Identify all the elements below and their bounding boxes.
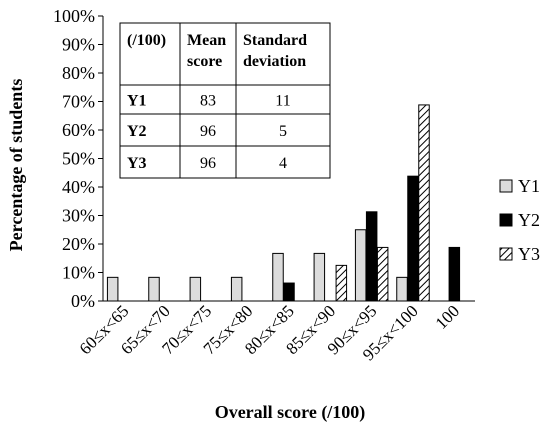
bar-y2-8 [448, 246, 461, 302]
bar-y1-3 [230, 276, 243, 302]
table-row-label: Y3 [127, 155, 147, 172]
table-header-cell: (/100) [127, 32, 166, 49]
table-cell: 5 [279, 123, 287, 140]
y-tick-label: 20% [62, 234, 95, 254]
y-tick-label: 100% [53, 6, 95, 26]
legend-label-y3: Y3 [518, 244, 540, 264]
table-row-label: Y1 [127, 93, 147, 110]
bar-y3-7 [418, 104, 430, 302]
legend-swatch-y2 [499, 213, 513, 227]
y-axis-title: Percentage of students [6, 79, 26, 252]
y-tick-label: 90% [62, 35, 95, 55]
legend-swatch-y1 [499, 179, 513, 193]
x-tick-label: 100 [432, 301, 463, 332]
bar-y2-6 [365, 211, 378, 302]
bar-y1-6 [354, 229, 367, 302]
table-cell: 96 [200, 123, 216, 140]
legend-label-y1: Y1 [518, 176, 540, 196]
bar-y1-1 [148, 276, 160, 302]
legend: Y1 Y2 Y3 [499, 176, 540, 264]
table-cell: 83 [200, 93, 216, 110]
y-tick-label: 40% [62, 177, 95, 197]
table-header-cell: Mean [187, 32, 226, 49]
legend-swatch-y3 [499, 247, 513, 261]
table-cell: 4 [279, 155, 287, 172]
bar-y1-4 [272, 252, 284, 302]
bar-y2-4 [283, 282, 295, 302]
bar-y1-2 [189, 276, 202, 302]
table-cell: 11 [275, 93, 290, 110]
table-header-cell: score [187, 53, 222, 70]
y-tick-label: 80% [62, 63, 95, 83]
table-header-cell: Standard [243, 32, 307, 49]
bar-y1-7 [396, 276, 408, 302]
y-tick-label: 70% [62, 92, 95, 112]
y-axis-ticks: 0% 10% 20% 30% 40% 50% 60% 70% 80% 90% 100% [53, 6, 103, 311]
y-tick-label: 50% [62, 149, 95, 169]
y-tick-label: 0% [71, 291, 95, 311]
legend-label-y2: Y2 [518, 210, 540, 230]
y-tick-label: 10% [62, 263, 95, 283]
table-border [119, 22, 331, 179]
table-cell: 96 [200, 155, 216, 172]
bar-y1-5 [313, 252, 326, 302]
x-axis-title: Overall score (/100) [215, 402, 366, 423]
bar-y1-0 [106, 276, 119, 302]
bar-y3-5 [335, 264, 348, 302]
bar-y2-7 [407, 175, 419, 302]
y-tick-label: 60% [62, 120, 95, 140]
y-tick-label: 30% [62, 206, 95, 226]
bar-y3-6 [376, 246, 389, 302]
table-row-label: Y2 [127, 123, 147, 140]
x-axis-tick-labels: 60≤x<6565≤x<7070≤x<7575≤x<8080≤x<8585≤x<… [76, 301, 464, 364]
table-header-cell: deviation [243, 53, 306, 70]
summary-statistics-table: (/100) Mean score Standard deviation Y1 83 11 Y2… [119, 22, 331, 179]
